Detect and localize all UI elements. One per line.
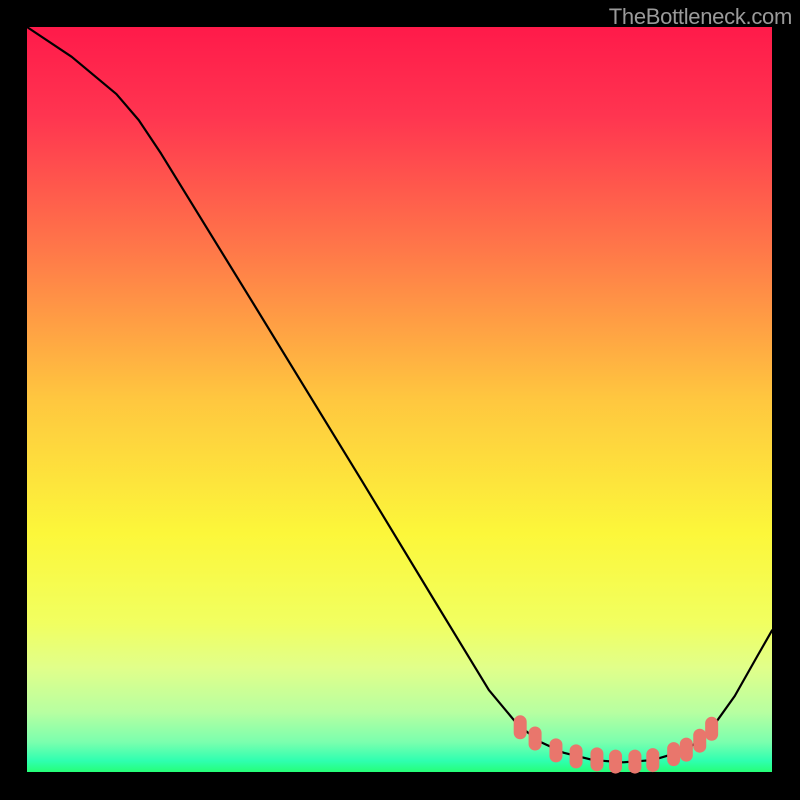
marker [514,715,527,739]
marker [680,738,693,762]
marker [549,738,562,762]
marker [705,717,718,741]
marker [529,726,542,750]
marker [646,748,659,772]
marker [667,742,680,766]
marker [590,747,603,771]
marker [570,744,583,768]
marker [628,750,641,774]
bottleneck-curve-chart [0,0,800,800]
marker [693,729,706,753]
watermark: TheBottleneck.com [609,4,792,30]
plot-background [27,27,772,772]
marker [609,750,622,774]
